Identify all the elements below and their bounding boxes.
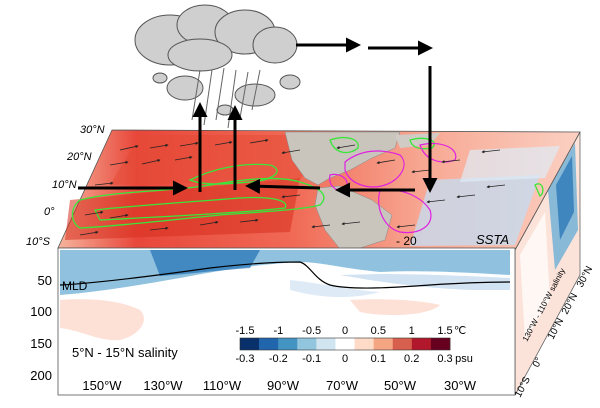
colorbar-swatch: [240, 338, 260, 350]
wind-vectors: [79, 138, 506, 236]
cloud-icon: [134, 4, 301, 116]
precip-contours: [71, 137, 544, 229]
colorbar-border: [239, 337, 451, 351]
depth-tick: 150: [30, 336, 52, 351]
lon-tick: 90°W: [267, 378, 300, 393]
colorbar-temp-tick: 0.5: [371, 325, 386, 337]
mld-label: MLD: [62, 279, 88, 293]
colorbar-salinity-unit: psu: [455, 353, 473, 365]
colorbar-temp-tick: -0.5: [302, 325, 321, 337]
depth-ticks: 50 100 150 200: [30, 273, 52, 383]
lat-label: 10°S: [26, 236, 51, 248]
depth-tick: 200: [30, 368, 52, 383]
lat-label: 10°N: [52, 179, 77, 191]
colorbar-swatch: [392, 338, 413, 350]
colorbar-swatch: [373, 338, 394, 350]
lat-label: 0°: [44, 206, 55, 218]
lon-tick: 70°W: [326, 378, 359, 393]
colorbar: -1.5 -1 -0.5 0 0.5 1 1.5 -0.3 -0.2 -0.1 0 0.1 0.2 0.3…: [236, 325, 473, 365]
colorbar-swatch: [297, 338, 317, 350]
lat-label: 30°N: [80, 124, 105, 136]
lon-tick: 110°W: [203, 378, 242, 393]
lon-tick: 50°W: [384, 378, 417, 393]
colorbar-temp-tick: -1.5: [236, 325, 255, 337]
colorbar-salinity-tick: -0.2: [269, 353, 288, 365]
colorbar-swatch: [430, 338, 451, 350]
depth-tick: 50: [38, 273, 52, 288]
colorbar-temp-tick: -1: [273, 325, 283, 337]
side-section-face: [514, 131, 581, 396]
colorbar-salinity-tick: 0.2: [404, 353, 419, 365]
colorbar-swatch: [335, 338, 355, 350]
colorbar-swatch: [278, 338, 298, 350]
side-lat-label: 0°: [531, 356, 545, 370]
lon-ticks: 150°W 130°W 110°W 90°W 70°W 50°W 30°W: [82, 378, 476, 393]
colorbar-swatch: [354, 338, 374, 350]
colorbar-swatch: [259, 338, 279, 350]
lon-tick: 30°W: [444, 378, 477, 393]
colorbar-temp-tick: 1: [409, 325, 415, 337]
lon-tick: 150°W: [82, 378, 122, 393]
salinity-section-face: [57, 247, 516, 396]
colorbar-salinity-tick: -0.3: [236, 353, 255, 365]
colorbar-temp-unit: ℃: [454, 325, 466, 337]
lat-label: 20°N: [66, 151, 92, 163]
colorbar-salinity-tick: 0.1: [371, 353, 386, 365]
colorbar-swatch: [411, 338, 432, 350]
depth-tick: 100: [30, 304, 52, 319]
colorbar-salinity-tick: -0.1: [302, 353, 321, 365]
ssta-label: SSTA: [476, 232, 509, 247]
circulation-arrows: [78, 37, 438, 198]
colorbar-temp-tick: 1.5: [437, 325, 452, 337]
lon-tick: 130°W: [143, 378, 183, 393]
salinity-section-label: 5°N - 15°N salinity: [72, 345, 178, 360]
colorbar-salinity-tick: 0: [342, 353, 348, 365]
contour-value-label: - 20: [396, 234, 417, 248]
secondary-contours: [329, 142, 457, 234]
colorbar-temp-tick: 0: [342, 325, 348, 337]
colorbar-swatch: [316, 338, 336, 350]
lat-labels-top: 30°N 20°N 10°N 0° 10°S: [26, 124, 105, 248]
colorbar-salinity-tick: 0.3: [437, 353, 452, 365]
